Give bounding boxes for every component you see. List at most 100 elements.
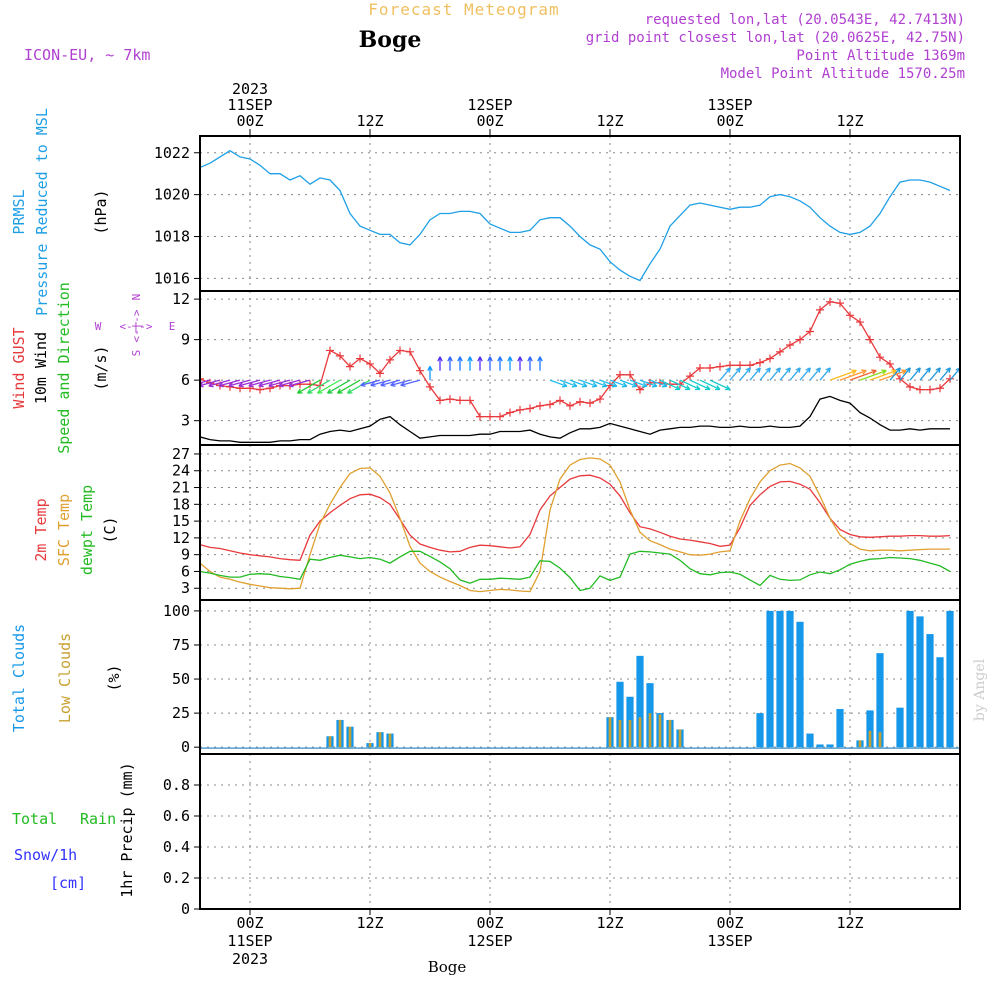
top-time-label: 12Z	[356, 112, 383, 130]
temperature-ytick-label: 6	[181, 562, 190, 580]
wind-ytick-label: 12	[172, 290, 190, 308]
wind-direction-arrow	[346, 379, 371, 394]
wind-direction-arrow	[390, 379, 411, 387]
wind-direction-arrow	[537, 356, 543, 371]
wind-plot	[200, 297, 960, 443]
model-point-altitude: Model Point Altitude 1570.25m	[721, 66, 965, 82]
wind-direction-arrow	[316, 379, 341, 394]
gust-marker	[366, 359, 374, 368]
precipitation-ytick-label: 0	[181, 900, 190, 918]
clouds-ytick-label: 50	[172, 670, 190, 688]
top-time-label: 00Z	[476, 112, 503, 130]
gust-marker	[376, 369, 384, 378]
clouds-ytick-label: 75	[172, 636, 190, 654]
gust-marker	[496, 412, 504, 421]
temperature-ytick-label: 21	[172, 479, 190, 497]
wind-direction-arrow	[208, 379, 231, 388]
total-cloud-bar	[826, 744, 834, 748]
wind-direction-arrow	[769, 367, 781, 381]
bottom-time-label: 00Z	[476, 914, 503, 932]
wind-direction-arrow	[497, 356, 503, 371]
wind-direction-arrow	[517, 356, 523, 371]
wind-direction-arrow	[889, 367, 901, 381]
wind-direction-arrow	[649, 379, 668, 388]
gust-marker	[200, 374, 204, 383]
gust-marker	[896, 374, 904, 383]
wind-direction-arrow	[477, 356, 483, 371]
wind-direction-arrow	[360, 379, 381, 387]
temperature-ytick-label: 3	[181, 579, 190, 597]
wind-direction-arrow	[669, 379, 691, 391]
gust-marker	[426, 382, 434, 391]
low-cloud-bar	[338, 719, 342, 748]
gust-marker	[336, 351, 344, 360]
grid-point-coords: grid point closest lon,lat (20.0625E, 42…	[586, 30, 965, 46]
wind-direction-arrow	[248, 379, 271, 388]
temperature-dewpt-temp-line	[200, 550, 951, 592]
gust-marker	[576, 397, 584, 406]
gust-marker	[836, 299, 844, 308]
gust-marker	[926, 385, 934, 394]
requested-coords: requested lon,lat (20.0543E, 42.7413N)	[645, 12, 965, 28]
wind-direction-arrow	[899, 367, 911, 381]
top-time-label: 00Z	[236, 112, 263, 130]
wind-direction-arrow	[200, 379, 211, 384]
wind-direction-arrow	[278, 379, 301, 388]
bottom-time-label: 12Z	[596, 914, 623, 932]
wind-direction-arrow	[400, 379, 421, 387]
gust-marker	[696, 364, 704, 372]
model-name: ICON-EU, ~ 7km	[24, 46, 150, 64]
top-time-label: 12Z	[596, 112, 623, 130]
pressure-ytick-label: 1016	[154, 269, 190, 287]
bottom-time-label: 00Z	[716, 914, 743, 932]
percent-unit-label: (%)	[105, 664, 123, 691]
wind-direction-arrow	[228, 379, 251, 388]
top-time-label: 12Z	[836, 112, 863, 130]
clouds-ytick-label: 0	[181, 738, 190, 756]
wind-direction-arrow	[507, 356, 513, 371]
total-cloud-bar	[946, 610, 954, 748]
gust-marker	[886, 359, 894, 368]
total-clouds-label: Total Clouds	[10, 624, 28, 732]
total-cloud-bar	[926, 634, 934, 748]
wind-direction-arrow	[869, 369, 897, 381]
pressure-ytick-label: 1020	[154, 186, 190, 204]
pressure-ytick-label: 1022	[154, 144, 190, 162]
low-cloud-bar	[618, 719, 622, 748]
wind-direction-arrow	[487, 356, 493, 371]
gust-marker	[766, 354, 774, 363]
precipitation-ytick-label: 0.6	[163, 807, 190, 825]
temperature-ytick-label: 24	[172, 462, 190, 480]
gust-marker	[846, 311, 854, 320]
compass-arrow-vertical: <-|->	[130, 309, 143, 342]
total-cloud-bar	[636, 655, 644, 748]
temp-dewpt-label: dewpt Temp	[78, 485, 96, 575]
low-cloud-bar	[658, 714, 662, 748]
pressure-prmsl-line	[200, 149, 951, 282]
wind-speed-direction-label: Speed and Direction	[55, 282, 73, 454]
low-cloud-bar	[638, 717, 642, 748]
wind-direction-arrow	[336, 379, 361, 394]
rain-label: Rain	[80, 810, 116, 828]
wind-direction-arrow	[919, 367, 931, 381]
precip-axis-label: 1hr Precip (mm)	[118, 762, 136, 897]
wind-direction-arrow	[809, 367, 821, 381]
gust-marker	[856, 318, 864, 327]
wind-direction-arrow	[679, 379, 701, 391]
bottom-time-label: 00Z	[236, 914, 263, 932]
precipitation-ytick-label: 0.8	[163, 776, 190, 794]
footer-location: Boge	[428, 958, 467, 976]
gust-marker	[416, 366, 424, 375]
gust-marker	[556, 396, 564, 405]
wind-direction-arrow	[437, 356, 443, 371]
wind-direction-arrow	[457, 356, 463, 371]
gust-marker	[566, 401, 574, 410]
wind-direction-arrow	[879, 369, 907, 381]
wind-direction-arrow	[589, 379, 608, 388]
gust-marker	[716, 362, 724, 371]
total-cloud-bar	[616, 681, 624, 748]
low-cloud-bar	[388, 733, 392, 748]
total-cloud-bar	[816, 744, 824, 748]
temperature-ytick-label: 15	[172, 512, 190, 530]
